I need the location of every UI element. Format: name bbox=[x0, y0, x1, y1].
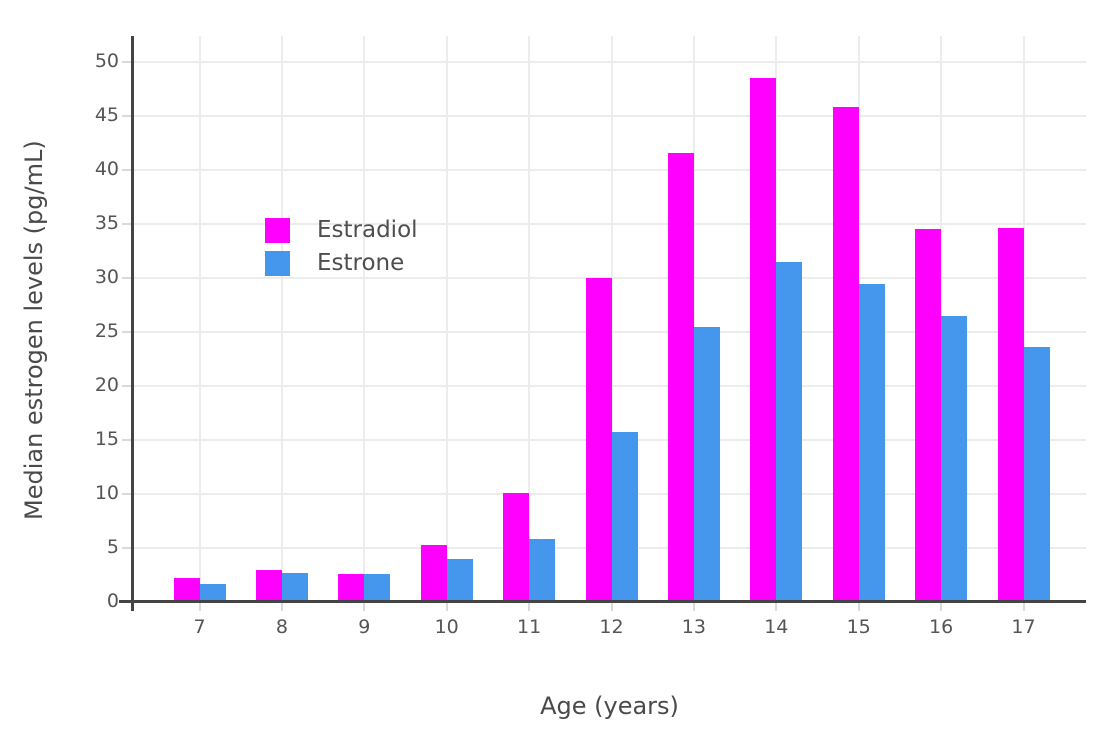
h-gridline-50 bbox=[133, 60, 1086, 63]
y-axis-line bbox=[131, 36, 134, 611]
bar-estradiol-age-15[interactable] bbox=[832, 107, 859, 602]
x-tick-label-9: 9 bbox=[358, 616, 371, 638]
y-tick-mark-25 bbox=[122, 330, 131, 333]
bar-estradiol-age-8[interactable] bbox=[255, 569, 282, 602]
x-tick-mark-17 bbox=[1022, 603, 1025, 611]
bar-estrone-age-12[interactable] bbox=[611, 432, 638, 602]
y-tick-label-5: 5 bbox=[106, 536, 119, 559]
x-tick-mark-8 bbox=[280, 603, 283, 611]
bar-estrone-age-9[interactable] bbox=[364, 573, 391, 602]
v-gridline-17 bbox=[1022, 36, 1025, 602]
y-tick-label-30: 30 bbox=[94, 266, 119, 289]
bar-estrone-age-15[interactable] bbox=[858, 284, 885, 602]
x-tick-mark-15 bbox=[857, 603, 860, 611]
legend: Estradiol Estrone bbox=[265, 218, 418, 284]
x-tick-label-17: 17 bbox=[1011, 616, 1036, 638]
x-tick-mark-11 bbox=[528, 603, 531, 611]
y-tick-label-0: 0 bbox=[106, 590, 119, 613]
legend-swatch-estrone bbox=[265, 251, 290, 276]
y-tick-label-50: 50 bbox=[94, 50, 119, 73]
y-axis-title: Median estrogen levels (pg/mL) bbox=[20, 140, 48, 520]
x-tick-label-10: 10 bbox=[434, 616, 459, 638]
bar-estrone-age-13[interactable] bbox=[693, 326, 720, 602]
x-tick-mark-14 bbox=[775, 603, 778, 611]
bar-estradiol-age-14[interactable] bbox=[750, 78, 777, 602]
x-tick-mark-16 bbox=[940, 603, 943, 611]
x-tick-label-15: 15 bbox=[846, 616, 871, 638]
v-gridline-12 bbox=[610, 36, 613, 602]
y-tick-label-35: 35 bbox=[94, 212, 119, 235]
legend-item-estrone[interactable]: Estrone bbox=[265, 251, 418, 276]
bar-estradiol-age-7[interactable] bbox=[173, 578, 200, 602]
bar-estradiol-age-12[interactable] bbox=[585, 277, 612, 602]
bar-estradiol-age-11[interactable] bbox=[503, 492, 530, 602]
v-gridline-9 bbox=[363, 36, 366, 602]
x-tick-label-13: 13 bbox=[681, 616, 706, 638]
v-gridline-7 bbox=[198, 36, 201, 602]
y-tick-label-45: 45 bbox=[94, 104, 119, 127]
y-tick-mark-30 bbox=[122, 276, 131, 279]
y-tick-mark-40 bbox=[122, 168, 131, 171]
x-axis-title: Age (years) bbox=[540, 692, 679, 720]
x-tick-mark-9 bbox=[363, 603, 366, 611]
x-tick-label-8: 8 bbox=[275, 616, 288, 638]
y-tick-mark-20 bbox=[122, 384, 131, 387]
bar-estradiol-age-16[interactable] bbox=[915, 229, 942, 602]
legend-label-estrone: Estrone bbox=[317, 250, 405, 276]
y-tick-label-20: 20 bbox=[94, 374, 119, 397]
y-tick-label-25: 25 bbox=[94, 320, 119, 343]
bar-estrone-age-11[interactable] bbox=[529, 539, 556, 602]
y-tick-label-40: 40 bbox=[94, 158, 119, 181]
x-axis-line bbox=[119, 600, 1086, 603]
bar-estradiol-age-10[interactable] bbox=[420, 544, 447, 602]
y-tick-label-15: 15 bbox=[94, 428, 119, 451]
legend-label-estradiol: Estradiol bbox=[317, 217, 418, 243]
x-tick-mark-13 bbox=[692, 603, 695, 611]
x-tick-mark-10 bbox=[445, 603, 448, 611]
y-tick-mark-5 bbox=[122, 546, 131, 549]
bar-estrone-age-7[interactable] bbox=[199, 583, 226, 602]
y-tick-mark-35 bbox=[122, 222, 131, 225]
legend-swatch-estradiol bbox=[265, 218, 290, 243]
x-tick-mark-7 bbox=[198, 603, 201, 611]
x-tick-label-12: 12 bbox=[599, 616, 624, 638]
x-tick-label-11: 11 bbox=[517, 616, 542, 638]
x-tick-label-14: 14 bbox=[764, 616, 789, 638]
y-tick-mark-10 bbox=[122, 492, 131, 495]
plot-area bbox=[133, 36, 1086, 602]
x-tick-mark-12 bbox=[610, 603, 613, 611]
y-tick-label-10: 10 bbox=[94, 482, 119, 505]
bar-estrone-age-16[interactable] bbox=[941, 315, 968, 602]
bar-estrone-age-14[interactable] bbox=[776, 261, 803, 602]
x-tick-label-7: 7 bbox=[193, 616, 206, 638]
v-gridline-8 bbox=[280, 36, 283, 602]
y-tick-mark-50 bbox=[122, 60, 131, 63]
h-gridline-45 bbox=[133, 114, 1086, 117]
bar-estradiol-age-17[interactable] bbox=[997, 228, 1024, 602]
x-tick-label-16: 16 bbox=[929, 616, 954, 638]
bar-estradiol-age-13[interactable] bbox=[667, 152, 694, 602]
bar-estrone-age-10[interactable] bbox=[446, 558, 473, 602]
h-gridline-40 bbox=[133, 168, 1086, 171]
bar-estrone-age-8[interactable] bbox=[281, 572, 308, 602]
v-gridline-11 bbox=[528, 36, 531, 602]
h-gridline-35 bbox=[133, 222, 1086, 225]
bar-estradiol-age-9[interactable] bbox=[338, 573, 365, 602]
bar-estrone-age-17[interactable] bbox=[1023, 347, 1050, 602]
v-gridline-13 bbox=[692, 36, 695, 602]
y-tick-mark-45 bbox=[122, 114, 131, 117]
v-gridline-10 bbox=[445, 36, 448, 602]
y-tick-mark-15 bbox=[122, 438, 131, 441]
legend-item-estradiol[interactable]: Estradiol bbox=[265, 218, 418, 243]
